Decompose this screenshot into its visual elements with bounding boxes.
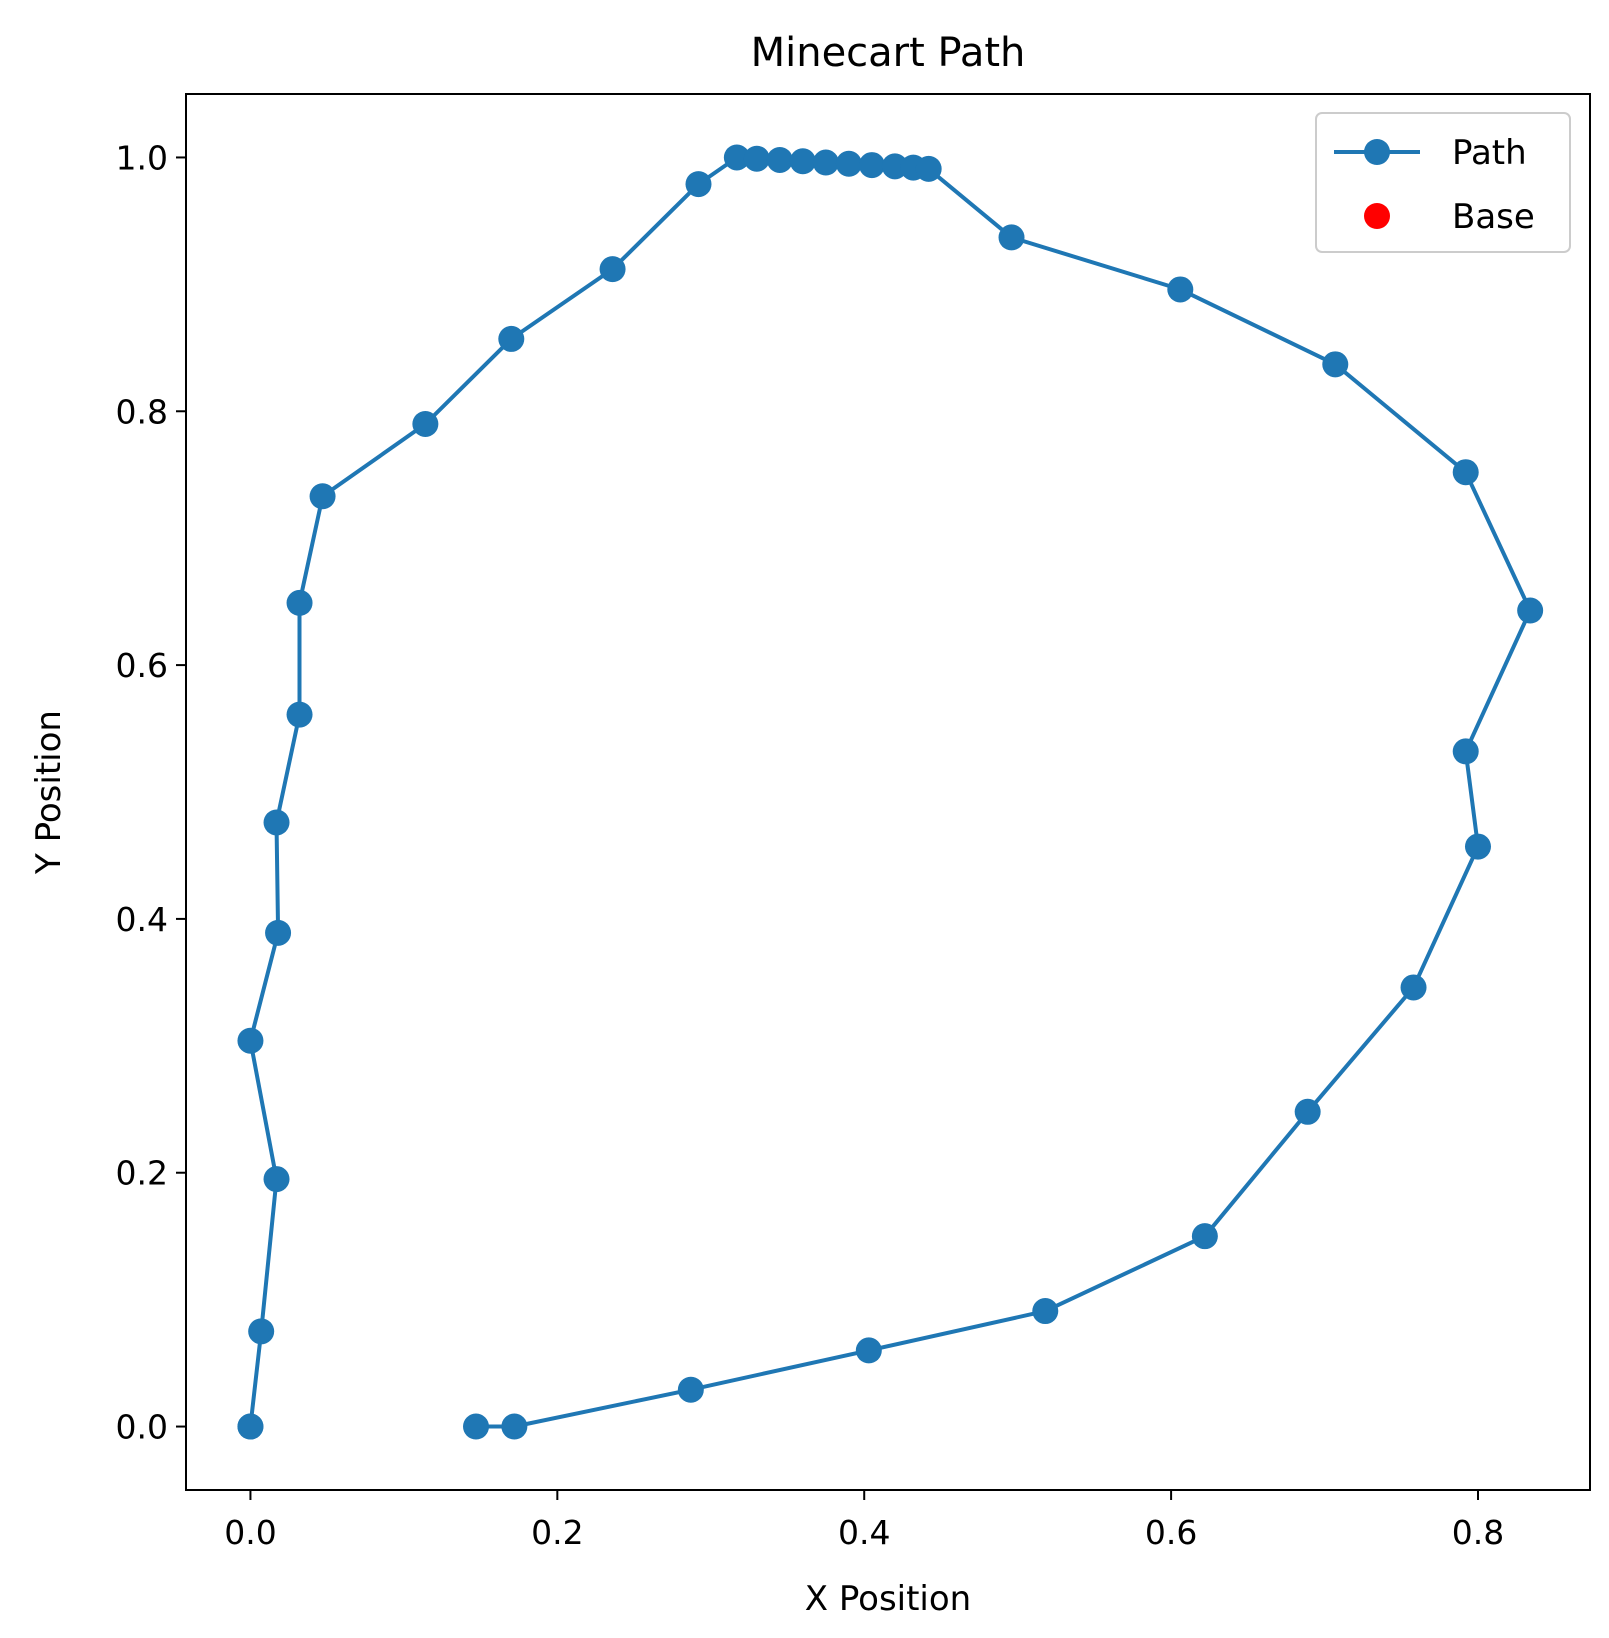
path-point — [263, 1166, 290, 1193]
legend-base-label: Base — [1452, 197, 1535, 237]
path-point — [1032, 1298, 1059, 1325]
path-point — [248, 1318, 275, 1345]
path-point — [463, 1413, 490, 1440]
path-point — [881, 153, 908, 180]
path-point — [723, 144, 750, 171]
path-point — [743, 145, 770, 172]
path-point — [1294, 1098, 1321, 1125]
path-point — [1191, 1223, 1218, 1250]
path-point — [498, 325, 525, 352]
legend-base-marker — [1364, 203, 1390, 229]
path-point — [855, 1337, 882, 1364]
path-point — [1400, 974, 1427, 1001]
path-point — [286, 589, 313, 616]
x-tick-label: 0.0 — [224, 1513, 276, 1552]
path-point — [263, 809, 290, 836]
x-tick-label: 0.2 — [531, 1513, 583, 1552]
path-point — [237, 1027, 264, 1054]
y-tick-label: 0.4 — [116, 900, 168, 939]
y-tick-label: 0.0 — [116, 1408, 168, 1447]
path-point — [858, 152, 885, 179]
path-point — [998, 224, 1025, 251]
path-point — [599, 256, 626, 283]
legend-path-label: Path — [1452, 133, 1527, 173]
path-point — [677, 1376, 704, 1403]
path-point — [286, 701, 313, 728]
path-point — [1517, 597, 1544, 624]
path-point — [412, 410, 439, 437]
y-tick-label: 0.2 — [116, 1154, 168, 1193]
path-point — [915, 155, 942, 182]
x-axis-label: X Position — [805, 1579, 971, 1619]
path-point — [812, 149, 839, 176]
x-tick-label: 0.8 — [1452, 1513, 1504, 1552]
legend: Path Base — [1315, 112, 1571, 253]
x-tick-label: 0.4 — [838, 1513, 890, 1552]
y-axis-label: Y Position — [29, 710, 69, 875]
path-point — [835, 150, 862, 177]
path-point — [789, 148, 816, 175]
path-point — [1452, 738, 1479, 765]
path-point — [237, 1413, 264, 1440]
path-point — [265, 919, 292, 946]
path-point — [766, 146, 793, 173]
y-tick-label: 0.8 — [116, 392, 168, 431]
legend-path-marker — [1364, 139, 1390, 165]
plot-frame — [185, 93, 1591, 1491]
path-point — [1464, 833, 1491, 860]
path-point — [685, 171, 712, 198]
y-tick-label: 0.6 — [116, 646, 168, 685]
path-point — [1452, 459, 1479, 486]
path-point — [1167, 276, 1194, 303]
plot-layer — [237, 144, 1544, 1440]
path-point — [1322, 351, 1349, 378]
x-tick-label: 0.6 — [1145, 1513, 1197, 1552]
path-point — [309, 483, 336, 510]
path-point — [501, 1413, 528, 1440]
chart-title: Minecart Path — [751, 30, 1026, 76]
y-tick-label: 1.0 — [116, 138, 168, 177]
